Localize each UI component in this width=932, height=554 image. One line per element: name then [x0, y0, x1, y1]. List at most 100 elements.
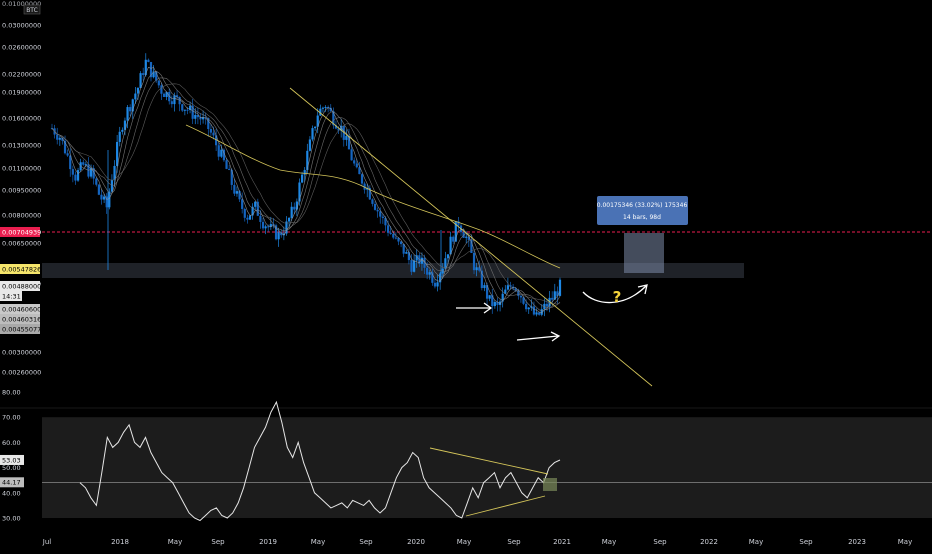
- current-price-label-box: [0, 281, 40, 291]
- candle-body: [259, 215, 262, 222]
- candle-body: [191, 105, 194, 119]
- candle-body: [264, 226, 267, 229]
- arrow-right-icon: [516, 331, 561, 342]
- candle-body: [82, 162, 85, 165]
- time-tick-label: May: [311, 538, 325, 546]
- time-tick-label: Sep: [359, 538, 373, 546]
- candle-body: [491, 295, 494, 307]
- candle-body: [194, 114, 197, 119]
- candle-body: [355, 163, 358, 168]
- candle-body: [415, 255, 418, 261]
- candle-body: [113, 165, 116, 180]
- candle-body: [321, 107, 325, 109]
- support-zone: [42, 231, 932, 278]
- candle-body: [399, 241, 403, 245]
- candle-body: [340, 125, 343, 131]
- candle-body: [254, 201, 257, 207]
- symbol-badge: [23, 4, 41, 15]
- candle-body: [74, 174, 77, 181]
- candle-body: [243, 208, 246, 218]
- time-tick-label: Sep: [799, 538, 813, 546]
- rsi-axis: 80.00 70.00 60.00 50.00 40.00 30.00 53.03 44.17: [0, 389, 24, 523]
- candle-body: [246, 217, 249, 220]
- candle-body: [428, 272, 431, 275]
- rsi-current-label: 53.03: [2, 456, 21, 464]
- candle-body: [272, 224, 275, 226]
- candle-body: [220, 149, 223, 157]
- countdown-label: 14:31: [2, 292, 21, 300]
- rsi-trendline: [465, 495, 546, 517]
- candle-body: [392, 233, 395, 238]
- candle-body: [540, 309, 543, 315]
- candle-body: [376, 209, 379, 212]
- candle-body: [274, 225, 278, 240]
- candle-body: [358, 167, 361, 175]
- price-tick-label: 0.02200000: [2, 71, 41, 79]
- candle-body: [300, 174, 304, 183]
- candle-body: [426, 267, 429, 275]
- candle-body: [303, 169, 306, 175]
- candle-body: [89, 168, 93, 177]
- rsi-tick-label: 70.00: [2, 414, 21, 422]
- time-tick-label: 2019: [259, 538, 277, 546]
- candle-body: [504, 289, 507, 294]
- ma2-price-label: 0.00460600: [2, 305, 41, 313]
- candle-body: [126, 107, 129, 121]
- time-tick-label: May: [898, 538, 912, 546]
- candle-body: [345, 135, 348, 140]
- candle-body: [558, 279, 562, 296]
- candle-body: [472, 252, 476, 271]
- candle-body: [556, 291, 559, 296]
- candle-body: [532, 306, 536, 315]
- measure-label-line1: 0.00175346 (33.02%) 175346: [597, 202, 688, 209]
- rsi-mid-label: 44.17: [2, 479, 21, 487]
- time-tick-label: Sep: [653, 538, 667, 546]
- candle-body: [207, 118, 210, 129]
- candle-body: [76, 170, 80, 181]
- candle-body: [316, 115, 319, 127]
- candle-body: [379, 211, 382, 217]
- rsi-trendline: [429, 447, 549, 475]
- price-tick-label: 0.00800000: [2, 212, 41, 220]
- time-tick-label: May: [168, 538, 182, 546]
- candle-body: [121, 129, 124, 132]
- candle-body: [108, 191, 111, 208]
- candle-body: [144, 59, 147, 75]
- candle-body: [123, 120, 127, 130]
- measure-box: [624, 233, 664, 273]
- candle-body: [230, 169, 233, 185]
- ma3-price-label-box: [0, 314, 40, 324]
- candle-body: [267, 226, 270, 228]
- candle-body: [235, 191, 239, 194]
- candle-body: [157, 80, 160, 86]
- price-tick-label: 0.00950000: [2, 187, 41, 195]
- price-tick-label: 0.00300000: [2, 349, 41, 357]
- candle-body: [118, 131, 121, 142]
- ma4-price-label-box: [0, 324, 40, 334]
- candle-body: [56, 134, 59, 140]
- candle-body: [142, 73, 145, 75]
- candle-body: [496, 302, 499, 305]
- candle-body: [465, 236, 468, 238]
- candle-body: [152, 71, 155, 78]
- price-tick-label: 0.01000000: [2, 0, 41, 8]
- candle-body: [353, 160, 356, 164]
- price-tick-label: 0.00260000: [2, 369, 41, 377]
- candle-body: [514, 288, 517, 291]
- candle-body: [394, 237, 397, 239]
- candle-body: [444, 258, 447, 269]
- candle-body: [522, 297, 525, 304]
- price-tick-label: 0.00650000: [2, 240, 41, 248]
- candle-body: [97, 184, 100, 195]
- candle-body: [360, 174, 364, 184]
- time-tick-label: 2023: [848, 538, 866, 546]
- candle-body: [501, 293, 504, 302]
- price-tick-label: 0.01900000: [2, 89, 41, 97]
- time-tick-label: 2020: [407, 538, 425, 546]
- candle-body: [327, 106, 330, 108]
- trendlines: [289, 87, 653, 387]
- alert-price-label-box: [0, 227, 40, 237]
- candle-body: [282, 233, 285, 236]
